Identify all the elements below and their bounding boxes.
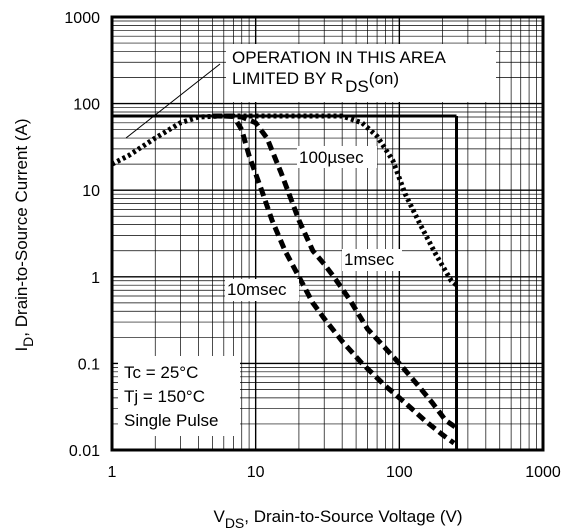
y-tick-label: 1 <box>91 270 100 287</box>
x-tick-label: 100 <box>386 464 413 481</box>
y-axis-title: ID, Drain-to-Source Current (A) <box>12 118 36 351</box>
y-axis-title-rest: , Drain-to-Source Current (A) <box>12 118 31 336</box>
label-1ms: 1msec <box>344 250 395 269</box>
x-tick-label: 10 <box>247 464 265 481</box>
condition-tj: Tj = 150°C <box>124 387 205 406</box>
rds-annotation-subscript: DS <box>345 77 369 96</box>
x-axis-title-rest: , Drain-to-Source Voltage (V) <box>244 507 462 526</box>
label-100us-background <box>297 146 377 168</box>
y-tick-label: 0.01 <box>69 443 100 460</box>
series-group <box>110 113 459 446</box>
label-10ms-background <box>225 279 299 301</box>
rds-pointer-line <box>125 63 221 139</box>
rds-annotation-prefix: LIMITED BY R <box>232 69 343 88</box>
x-tick-label: 1 <box>108 464 117 481</box>
x-axis-title-main: V <box>213 507 225 526</box>
x-axis-title: VDS, Drain-to-Source Voltage (V) <box>213 507 462 529</box>
condition-pulse: Single Pulse <box>124 411 219 430</box>
x-tick-labels: 1 10 100 1000 <box>108 464 561 481</box>
y-tick-label: 1000 <box>64 10 100 27</box>
y-tick-label: 0.1 <box>78 356 100 373</box>
rds-annotation-line-1: OPERATION IN THIS AREA <box>232 48 446 67</box>
series-1msec-line <box>223 113 458 430</box>
y-tick-label: 10 <box>82 183 100 200</box>
y-axis-title-main: I <box>12 347 31 352</box>
y-tick-label: 100 <box>73 97 100 114</box>
series-100sec-line <box>110 113 459 288</box>
x-axis-title-sub: DS <box>225 515 244 529</box>
y-tick-labels: 1000 100 10 1 0.1 0.01 <box>64 10 100 460</box>
condition-tc: Tc = 25°C <box>124 363 198 382</box>
x-tick-label: 1000 <box>525 464 561 481</box>
label-1ms-background <box>342 249 402 271</box>
rds-annotation-line-2: LIMITED BY R DS(on) <box>232 69 399 96</box>
series-10msec-line <box>212 113 456 446</box>
label-10ms: 10msec <box>227 280 287 299</box>
rds-annotation-suffix: (on) <box>369 69 399 88</box>
conditions-background <box>118 356 240 436</box>
y-axis-title-sub: D <box>20 337 36 347</box>
rds-annotation-background <box>226 44 496 102</box>
plot-frame <box>110 15 545 452</box>
label-100us: 100µsec <box>299 148 364 167</box>
